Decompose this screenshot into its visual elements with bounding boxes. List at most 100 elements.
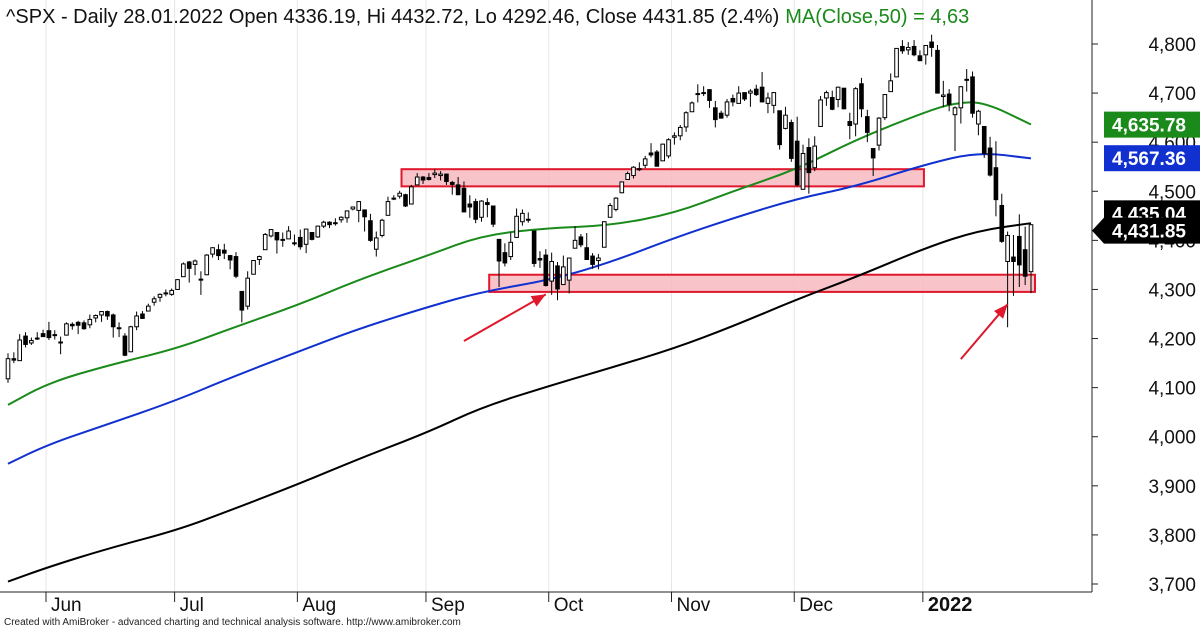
candle [759, 71, 765, 103]
candle [835, 86, 841, 108]
candle-body-up [736, 92, 742, 104]
candle-body-down [368, 220, 373, 241]
candle-body-down [993, 167, 999, 201]
candle [315, 225, 321, 238]
candle-body-down [122, 335, 128, 356]
candle [964, 69, 970, 92]
candle [52, 330, 58, 340]
candle [169, 288, 174, 296]
candle-body-down [280, 238, 286, 241]
candle [297, 229, 303, 250]
x-tick-label: Sep [431, 595, 465, 616]
candle [923, 44, 929, 65]
candle-body-down [742, 92, 747, 100]
resistance-zone [400, 168, 925, 188]
candle-body-up [812, 145, 818, 169]
x-tick-label: Jul [180, 595, 204, 616]
candle-body-up [666, 139, 671, 157]
candle-body-up [683, 112, 689, 128]
candle-body-down [461, 187, 467, 213]
candle-body-down [1011, 256, 1016, 262]
candle-body-up [251, 259, 256, 275]
candle-body-up [572, 239, 578, 249]
candle [210, 247, 215, 258]
last-price-badge: 4,431.85 [1092, 217, 1200, 244]
candle [93, 314, 98, 323]
candle-body-down [467, 203, 473, 208]
candle-body-up [262, 233, 268, 251]
candle [373, 231, 379, 257]
candle-body-up [128, 326, 134, 353]
candle-body-up [923, 44, 929, 56]
y-tick-label: 4,300 [1148, 280, 1196, 301]
candle-body-down [789, 122, 794, 159]
candle [64, 322, 69, 336]
candle-body-up [941, 94, 946, 98]
x-tick-label: 2022 [928, 594, 973, 616]
candle-body-up [888, 80, 894, 93]
ma50-value-badge: 4,635.78 [1104, 111, 1200, 138]
candle [58, 336, 63, 355]
candle-body-up [771, 92, 777, 106]
candle [578, 233, 584, 248]
candle [251, 259, 256, 275]
y-tick-label: 3,800 [1148, 526, 1196, 547]
candle-body-up [432, 172, 438, 176]
candle-body-up [286, 230, 291, 240]
candle-body-down [449, 181, 455, 185]
candle [204, 254, 210, 276]
candle-body-up [607, 205, 613, 218]
candle [689, 101, 695, 113]
candle-body-down [426, 177, 432, 180]
candle-body-down [648, 152, 654, 156]
candle [75, 320, 81, 335]
candle-body-up [596, 257, 601, 261]
candle [239, 290, 245, 323]
candle-body-down [537, 258, 543, 261]
candle [356, 201, 362, 223]
candle [876, 117, 882, 151]
candle-body-down [590, 255, 595, 265]
candle [958, 86, 964, 124]
candle [344, 210, 350, 223]
candle [198, 271, 204, 295]
candle-body-down [239, 290, 245, 311]
y-tick-label: 3,900 [1148, 477, 1196, 498]
candle-body-down [221, 249, 227, 254]
candle [99, 311, 104, 322]
candle-body-down [11, 358, 17, 361]
candle-body-up [204, 254, 210, 276]
candle [274, 232, 280, 254]
candle [970, 71, 975, 118]
candle [829, 90, 835, 111]
candle-body-down [110, 314, 116, 328]
candle [800, 144, 806, 190]
candle [502, 243, 508, 267]
candle-body-up [672, 135, 677, 138]
candle [257, 255, 262, 265]
candle-body-down [946, 93, 952, 105]
candle-body-down [935, 49, 940, 94]
candle-body-up [315, 225, 321, 238]
candle [391, 195, 397, 201]
candle-body-down [216, 249, 221, 257]
candle-body-up [783, 114, 788, 129]
candle [34, 332, 40, 341]
x-tick-label: Aug [302, 595, 336, 616]
ma100-value-badge: 4,567.36 [1104, 145, 1200, 172]
candle [192, 259, 198, 276]
candle [444, 173, 449, 185]
candle-body-down [911, 45, 917, 56]
candle [23, 332, 28, 348]
candle [122, 333, 128, 357]
candle [181, 262, 186, 278]
candle-body-up [701, 92, 706, 95]
candle [309, 232, 315, 241]
candle [584, 233, 590, 261]
candle [1016, 214, 1022, 287]
candle [981, 125, 987, 158]
candle-body-down [485, 202, 490, 206]
candle-body-down [999, 205, 1005, 242]
ma-line-50 [7, 101, 1032, 406]
candle-body-up [5, 358, 11, 380]
